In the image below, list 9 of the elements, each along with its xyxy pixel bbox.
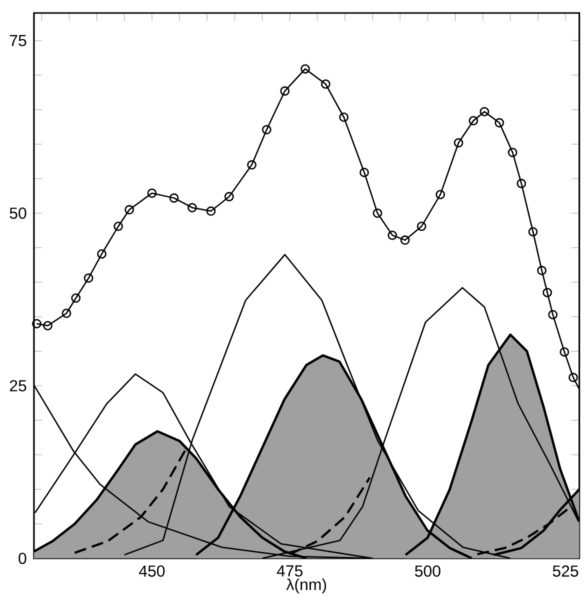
- x-tick-label: 500: [415, 565, 441, 577]
- y-tick-label: 25: [10, 380, 26, 392]
- y-tick-label: 75: [10, 35, 26, 46]
- y-tick-label: 50: [10, 208, 27, 219]
- x-tick-label: 525: [553, 565, 578, 577]
- x-axis-title: λ(nm): [286, 578, 326, 594]
- x-tick-label: 475: [277, 565, 303, 577]
- y-tick-label: 0: [18, 552, 27, 564]
- x-tick-label: 450: [139, 565, 165, 577]
